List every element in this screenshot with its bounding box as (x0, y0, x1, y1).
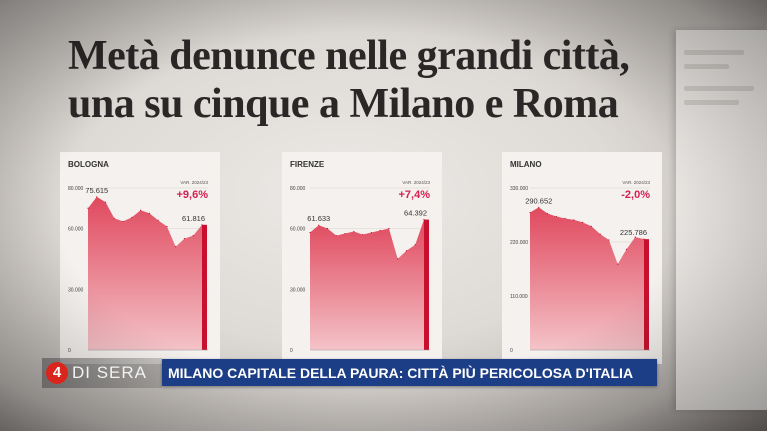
variation-label: VAR. 2024/23 (402, 180, 430, 185)
variation-value: -2,0% (621, 189, 650, 201)
data-point (183, 238, 186, 240)
y-tick-label: 60.000 (290, 227, 306, 233)
variation-label: VAR. 2024/23 (622, 180, 650, 185)
chart-bologna: BOLOGNA VAR. 2024/23 +9,6% 80.000 60.000 30.0… (60, 152, 220, 364)
y-tick-label: 0 (510, 348, 513, 354)
show-logo-text: DI SERA (72, 363, 148, 382)
data-point (573, 219, 575, 221)
data-point (405, 250, 408, 252)
channel-logo-circle: 4 (46, 362, 68, 384)
chart-milano: MILANO VAR. 2024/23 -2,0% 330.000 220.000 110… (502, 152, 662, 364)
data-point (344, 232, 346, 235)
data-point (148, 212, 150, 214)
last-value-label: 64.392 (404, 209, 427, 218)
y-tick-label: 110.000 (510, 294, 528, 300)
chart-city-title: FIRENZE (290, 160, 325, 169)
y-tick-label: 0 (290, 348, 293, 354)
data-point (175, 246, 177, 248)
last-value-label: 61.816 (182, 214, 205, 223)
data-point (362, 233, 364, 236)
news-strap: MILANO CAPITALE DELLA PAURA: CITTÀ PIÙ P… (162, 359, 657, 386)
y-tick-label: 60.000 (68, 227, 84, 233)
data-point (309, 231, 311, 234)
data-point (318, 224, 320, 226)
chart-city-title: BOLOGNA (68, 160, 109, 169)
data-point (590, 225, 592, 227)
data-area (530, 207, 644, 350)
data-point (538, 206, 540, 208)
data-point (529, 211, 531, 214)
variation-value: +9,6% (177, 189, 209, 201)
data-point (388, 227, 390, 230)
y-tick-label: 80.000 (290, 186, 306, 192)
data-point (546, 212, 549, 215)
data-point (379, 229, 381, 232)
data-point (414, 244, 416, 246)
newspaper-headline: Metà denunce nelle grandi città, una su … (68, 32, 668, 128)
headline-line-2: una su cinque a Milano e Roma (68, 81, 619, 127)
data-point (122, 220, 124, 223)
lower-third: 4 DI SERA MILANO CAPITALE DELLA PAURA: C… (0, 357, 767, 389)
data-point (608, 239, 610, 241)
chart-firenze: FIRENZE VAR. 2024/23 +7,4% 80.000 60.000 30.0… (282, 152, 442, 364)
data-point (104, 201, 107, 203)
data-point (582, 221, 584, 223)
last-value-bar (202, 224, 207, 350)
data-point (397, 258, 399, 260)
headline-line-1: Metà denunce nelle grandi città, (68, 33, 630, 79)
y-tick-label: 330.000 (510, 186, 528, 192)
peak-value-label: 290.652 (525, 196, 552, 205)
y-tick-label: 30.000 (68, 287, 84, 293)
y-tick-label: 80.000 (68, 186, 84, 192)
data-point (140, 209, 142, 211)
adjacent-newspaper-page (676, 30, 767, 410)
data-point (353, 230, 355, 233)
data-point (192, 234, 194, 237)
data-point (599, 233, 601, 235)
last-value-label: 225.786 (620, 228, 647, 237)
y-tick-label: 0 (68, 348, 71, 354)
variation-value: +7,4% (399, 189, 431, 201)
data-point (157, 219, 159, 221)
data-point (564, 217, 566, 220)
data-point (335, 234, 337, 237)
data-point (166, 225, 168, 228)
data-point (87, 207, 89, 209)
variation-label: VAR. 2024/23 (180, 180, 208, 185)
data-point (113, 217, 115, 219)
news-strap-text: MILANO CAPITALE DELLA PAURA: CITTÀ PIÙ P… (168, 365, 634, 381)
last-value-bar (644, 239, 649, 350)
data-point (370, 231, 372, 234)
data-point (634, 236, 636, 238)
data-point (326, 227, 329, 230)
data-area (88, 196, 202, 350)
peak-value-label: 75.615 (85, 186, 108, 195)
data-point (131, 216, 133, 218)
y-tick-label: 30.000 (290, 287, 306, 293)
data-area (310, 219, 424, 350)
last-value-bar (424, 219, 429, 350)
chart-city-title: MILANO (510, 160, 542, 169)
y-tick-label: 220.000 (510, 240, 528, 246)
data-point (617, 263, 619, 265)
data-point (555, 215, 557, 218)
data-point (96, 196, 98, 198)
data-point (625, 248, 628, 250)
peak-value-label: 61.633 (307, 214, 330, 223)
